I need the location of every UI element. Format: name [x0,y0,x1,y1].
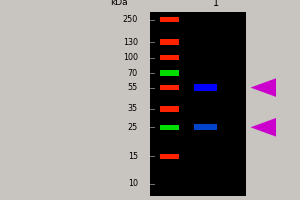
Text: 15: 15 [128,152,138,161]
FancyBboxPatch shape [160,106,179,112]
FancyBboxPatch shape [160,85,179,90]
Polygon shape [250,118,276,137]
FancyBboxPatch shape [160,154,179,159]
Text: 35: 35 [128,104,138,113]
Text: kDa: kDa [110,0,127,7]
FancyBboxPatch shape [194,124,217,130]
FancyBboxPatch shape [160,17,179,22]
Text: 55: 55 [128,83,138,92]
FancyBboxPatch shape [160,39,179,45]
Text: 10: 10 [128,179,138,188]
FancyBboxPatch shape [194,84,217,91]
FancyBboxPatch shape [160,70,179,76]
Text: 250: 250 [123,15,138,24]
Text: 70: 70 [128,69,138,78]
FancyBboxPatch shape [160,125,179,130]
Text: 1: 1 [213,0,219,8]
FancyBboxPatch shape [160,55,179,60]
Text: 130: 130 [123,38,138,47]
Text: 25: 25 [128,123,138,132]
Text: 100: 100 [123,53,138,62]
FancyBboxPatch shape [150,12,246,196]
Polygon shape [250,78,276,97]
